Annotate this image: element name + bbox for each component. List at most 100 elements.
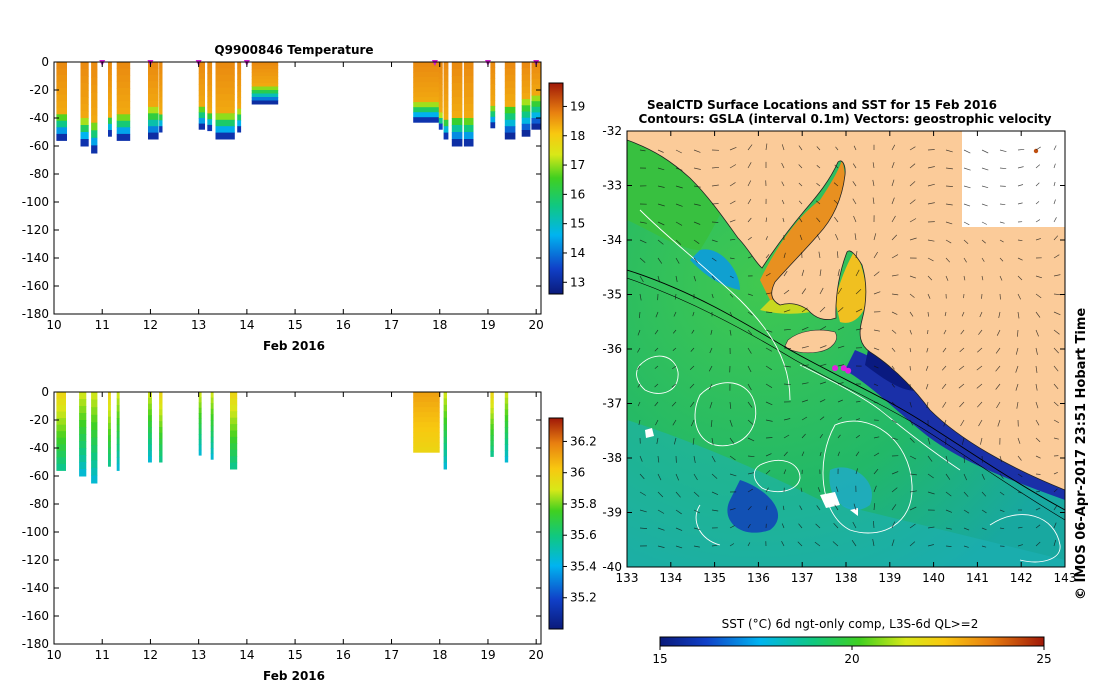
profile-segment <box>148 81 159 89</box>
velocity-vector <box>927 293 931 299</box>
profile-segment <box>198 123 205 130</box>
profile-segment <box>56 81 67 89</box>
profile-segment <box>531 95 541 102</box>
sst-colorbar-tick-label: 20 <box>844 652 859 666</box>
velocity-vector <box>945 149 953 153</box>
velocity-vector <box>959 401 965 408</box>
velocity-vector <box>927 455 933 462</box>
profile-segment <box>108 416 111 424</box>
velocity-vector <box>945 221 953 225</box>
velocity-vector <box>852 181 857 187</box>
velocity-vector <box>693 167 701 170</box>
profile-segment <box>56 94 67 102</box>
profile-segment <box>413 392 440 398</box>
profile-segment <box>108 123 112 131</box>
velocity-vector <box>1035 490 1041 493</box>
profile-segment <box>116 127 131 135</box>
velocity-vector <box>891 179 895 187</box>
profile-segment <box>91 84 98 93</box>
velocity-vector <box>837 345 845 349</box>
velocity-vector <box>799 234 803 241</box>
profile-segment <box>504 100 516 108</box>
profile-segment <box>108 111 112 119</box>
profile-segment <box>210 408 214 415</box>
profile-segment <box>451 90 463 98</box>
isobath-1 <box>627 269 1065 511</box>
profile-segment <box>159 456 163 463</box>
velocity-vector <box>981 203 988 207</box>
velocity-vector <box>729 275 734 279</box>
profile-segment <box>108 422 111 430</box>
velocity-vector <box>675 221 683 226</box>
velocity-vector <box>832 541 839 547</box>
profile-segment <box>451 139 463 147</box>
temperature-title: Q9900846 Temperature <box>214 43 373 57</box>
velocity-vector <box>1053 329 1060 335</box>
velocity-vector <box>693 491 700 497</box>
velocity-vector <box>781 523 785 529</box>
map-x-tick-label: 137 <box>791 571 814 585</box>
profile-segment <box>91 467 98 476</box>
velocity-vector <box>1035 524 1041 529</box>
velocity-vector <box>927 166 935 169</box>
profile-segment <box>148 74 159 82</box>
velocity-vector <box>909 347 912 353</box>
profile-segment <box>413 397 440 403</box>
profile-segment <box>108 117 112 125</box>
temperature-profile <box>80 62 89 147</box>
velocity-vector <box>833 199 839 205</box>
velocity-vector <box>783 328 791 331</box>
velocity-vector <box>941 365 947 371</box>
velocity-vector <box>835 486 839 493</box>
velocity-vector <box>837 269 840 277</box>
credit-text: © IMOS 06-Apr-2017 23:51 Hobart Time <box>1074 308 1089 600</box>
profile-segment <box>215 81 235 89</box>
land-mass <box>627 131 1065 490</box>
profile-segment <box>230 430 238 438</box>
profile-segment <box>504 397 509 405</box>
velocity-vector <box>1017 526 1023 529</box>
profile-segment <box>148 421 152 428</box>
profile-segment <box>56 463 66 471</box>
velocity-vector <box>927 329 929 335</box>
x-tick-label: 10 <box>46 648 61 662</box>
velocity-vector <box>799 505 803 511</box>
profile-segment <box>237 120 242 127</box>
profile-segment <box>413 422 440 428</box>
velocity-vector <box>657 221 665 226</box>
velocity-vector <box>872 162 875 169</box>
profile-segment <box>116 114 131 122</box>
velocity-vector <box>783 289 790 295</box>
velocity-vector <box>909 199 916 205</box>
profile-segment <box>413 92 440 98</box>
profile-segment <box>230 404 238 412</box>
profile-segment <box>56 68 67 76</box>
velocity-vector <box>852 163 857 169</box>
velocity-vector <box>765 236 768 241</box>
velocity-vector <box>927 183 935 187</box>
profile-segment <box>148 444 152 451</box>
velocity-vector <box>891 329 897 334</box>
temperature-profile <box>159 62 163 133</box>
velocity-vector <box>1017 148 1025 151</box>
profile-segment <box>79 427 87 435</box>
profile-segment <box>230 411 238 419</box>
x-tick-label: 13 <box>191 648 206 662</box>
velocity-vector <box>1035 201 1040 205</box>
profile-segment <box>251 90 279 94</box>
profile-segment <box>463 125 474 133</box>
map-title: SealCTD Surface Locations and SST for 15… <box>647 98 997 112</box>
velocity-vector <box>980 437 983 445</box>
velocity-vector <box>675 257 680 264</box>
velocity-vector <box>1053 347 1059 354</box>
velocity-vector <box>873 468 879 475</box>
velocity-vector <box>981 491 987 497</box>
velocity-vector <box>855 451 860 457</box>
velocity-vector <box>960 419 965 427</box>
velocity-vector <box>711 239 718 243</box>
velocity-vector <box>672 329 677 334</box>
velocity-vector <box>945 527 952 530</box>
velocity-vector <box>729 257 735 260</box>
profile-segment <box>56 127 67 135</box>
salinity-colorbar-ticks: 35.2 35.4 35.6 35.8 36 36.2 <box>563 434 597 605</box>
